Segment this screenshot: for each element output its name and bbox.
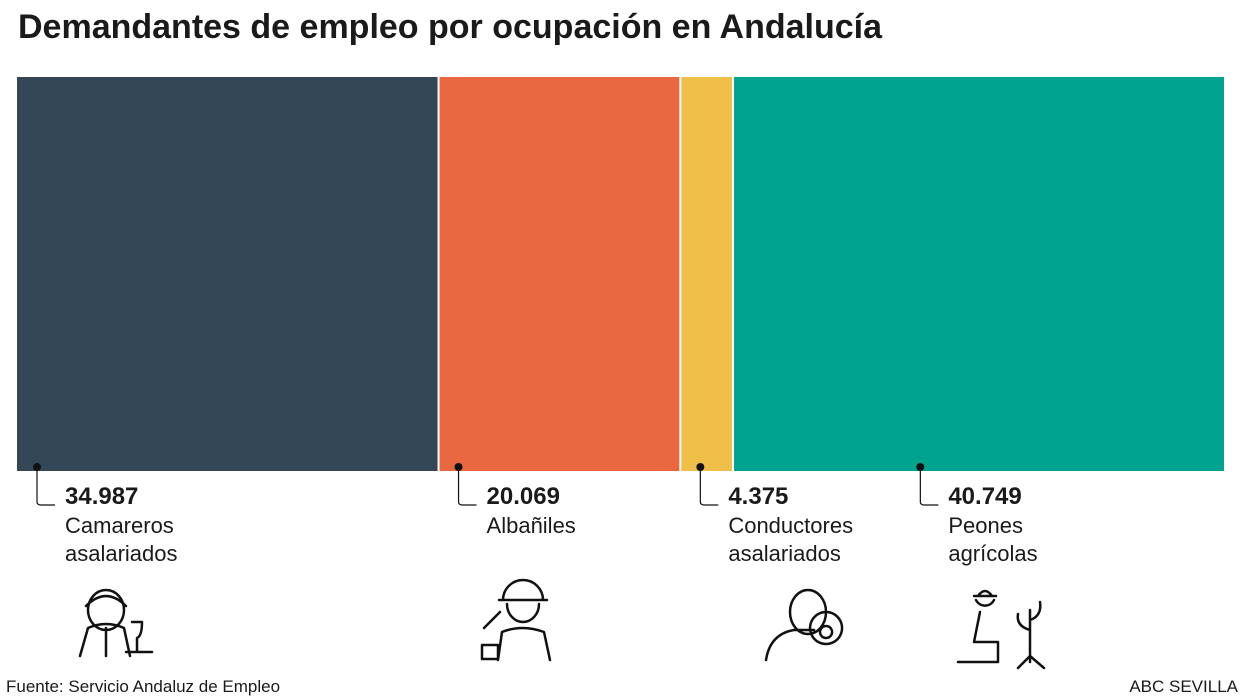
leader-line (36, 467, 55, 506)
category-label: Albañiles (486, 513, 576, 538)
value-label: 40.749 (948, 483, 1022, 510)
segment (17, 77, 438, 471)
leader-line (919, 467, 939, 506)
segment (681, 77, 733, 471)
chart-title: Demandantes de empleo por ocupación en A… (18, 8, 883, 46)
icon (764, 588, 844, 662)
leader-line (457, 467, 477, 506)
credit: ABC SEVILLA (1129, 677, 1238, 696)
value-label: 34.987 (65, 483, 139, 510)
segment (439, 77, 680, 471)
segment (734, 77, 1224, 471)
category-label: Peones agrícolas (948, 513, 1038, 566)
value-label: 20.069 (486, 483, 560, 510)
source: Fuente: Servicio Andaluz de Empleo (6, 677, 281, 696)
icon (78, 588, 154, 658)
value-label: 4.375 (728, 483, 789, 510)
icon (956, 589, 1046, 670)
leader-line (699, 467, 719, 506)
category-label: Camareros asalariados (65, 513, 178, 566)
category-label: Conductores asalariados (728, 513, 854, 566)
icon (480, 578, 552, 662)
